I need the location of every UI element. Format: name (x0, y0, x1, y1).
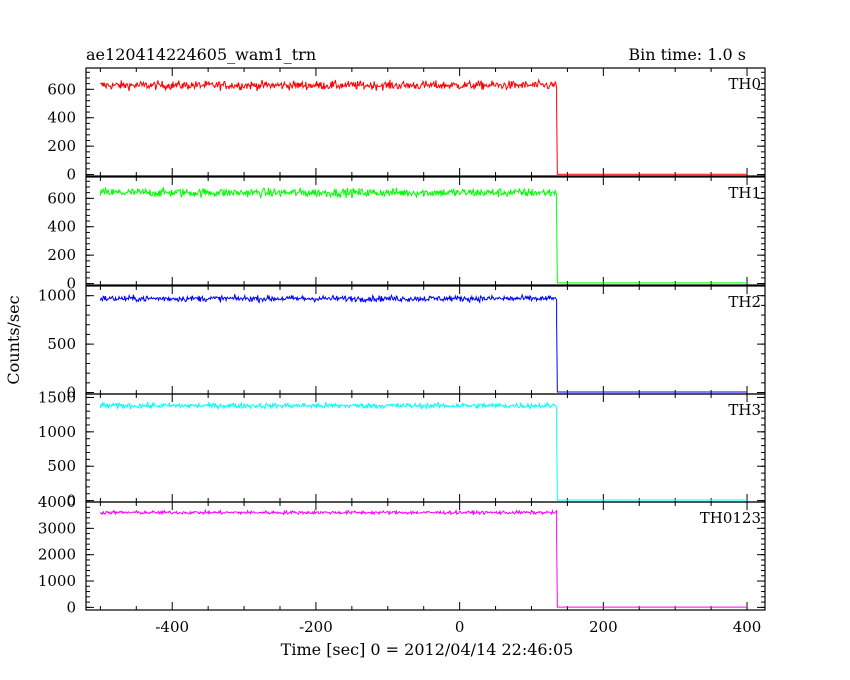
x-tick-label: 400 (733, 618, 762, 636)
series-line-TH0123 (99, 508, 748, 608)
y-tick-label: 600 (47, 80, 76, 98)
panel-frame-TH2 (85, 285, 766, 395)
panel-label-TH3: TH3 (728, 401, 761, 419)
y-tick-label: 0 (66, 598, 76, 616)
series-line-TH0 (100, 78, 748, 175)
y-tick-label: 0 (66, 275, 76, 293)
y-tick-label: 1000 (38, 423, 76, 441)
series-line-TH3 (99, 401, 748, 501)
panel-label-TH0: TH0 (728, 75, 761, 93)
panel-label-TH2: TH2 (728, 293, 761, 311)
y-tick-label: 1500 (38, 388, 76, 406)
series-line-TH2 (99, 293, 748, 393)
y-tick-label: 600 (47, 189, 76, 207)
panel-label-TH1: TH1 (728, 184, 761, 202)
x-tick-label: 200 (589, 618, 618, 636)
panels-group: 0 200 400 600 TH0 0 200 400 600 TH1 0 500 1000 TH2 0 50… (38, 67, 766, 636)
y-tick-label: 0 (66, 384, 76, 402)
panel-frame-TH1 (85, 176, 766, 286)
y-tick-label: 1000 (38, 572, 76, 590)
x-tick-label: 0 (455, 618, 465, 636)
x-axis-label: Time [sec] 0 = 2012/04/14 22:46:05 (281, 640, 574, 659)
series-line-TH1 (99, 186, 748, 284)
panel-frame-TH3 (85, 393, 766, 503)
y-tick-label: 3000 (38, 519, 76, 537)
y-tick-label: 500 (47, 335, 76, 353)
y-tick-label: 400 (47, 109, 76, 127)
bin-time-label: Bin time: 1.0 s (628, 45, 746, 64)
panel-frame-TH0123 (85, 501, 766, 611)
y-tick-label: 2000 (38, 546, 76, 564)
y-tick-label: 0 (66, 492, 76, 510)
y-tick-label: 500 (47, 457, 76, 475)
y-tick-label: 4000 (38, 493, 76, 511)
y-tick-label: 200 (47, 246, 76, 264)
y-axis-label: Counts/sec (4, 295, 23, 384)
y-tick-label: 200 (47, 137, 76, 155)
chart-title: ae120414224605_wam1_trn (86, 45, 316, 64)
y-tick-label: 1000 (38, 287, 76, 305)
x-tick-label: -400 (155, 618, 189, 636)
y-tick-label: 400 (47, 218, 76, 236)
x-tick-label: -200 (299, 618, 333, 636)
y-tick-label: 0 (66, 166, 76, 184)
panel-label-TH0123: TH0123 (700, 509, 761, 527)
panel-frame-TH0 (85, 67, 766, 177)
